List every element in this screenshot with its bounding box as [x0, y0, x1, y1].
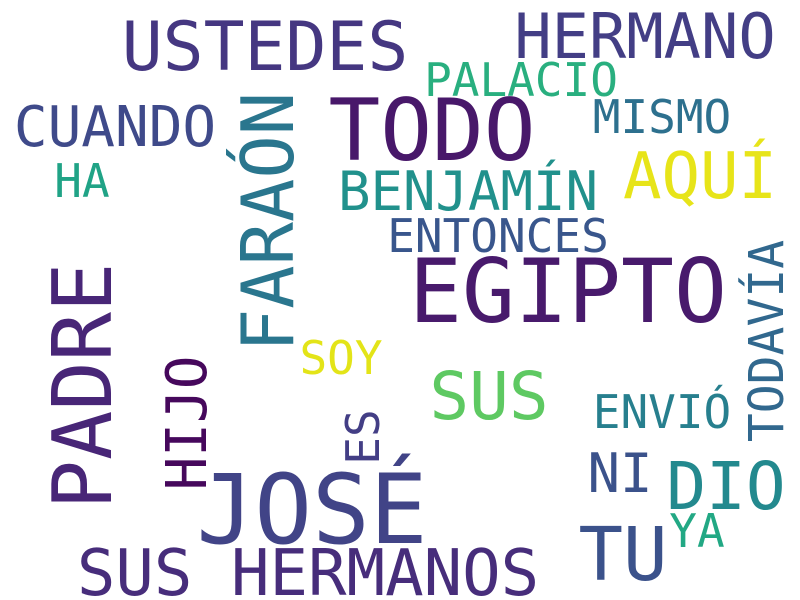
word-ha: HA	[54, 154, 110, 208]
word-envio: ENVIÓ	[592, 385, 732, 439]
word-mismo: MISMO	[592, 90, 732, 144]
word-tu: TU	[578, 512, 668, 598]
word-ustedes: USTEDES	[121, 8, 409, 87]
word-todo: TODO	[328, 81, 536, 181]
word-faraon: FARAÓN	[226, 91, 310, 353]
word-hermano: HERMANO	[514, 0, 776, 73]
word-ni: NI	[587, 442, 653, 505]
word-cuando: CUANDO	[13, 95, 217, 160]
word-ya: YA	[669, 504, 725, 558]
word-soy: SOY	[299, 331, 383, 385]
word-benjamin: BENJAMÍN	[337, 160, 599, 223]
word-egipto: EGIPTO	[409, 240, 727, 343]
word-palacio: PALACIO	[424, 53, 618, 107]
word-sus-hermanos: SUS HERMANOS	[76, 537, 540, 600]
word-entonces: ENTONCES	[387, 209, 609, 263]
word-aqui: AQUÍ	[622, 140, 778, 214]
word-todavia: TODAVÍA	[739, 239, 795, 443]
word-padre: PADRE	[36, 262, 131, 510]
word-jose: JOSÉ	[196, 454, 428, 566]
word-sus: SUS	[429, 358, 549, 435]
word-dio: DIO	[666, 448, 786, 525]
